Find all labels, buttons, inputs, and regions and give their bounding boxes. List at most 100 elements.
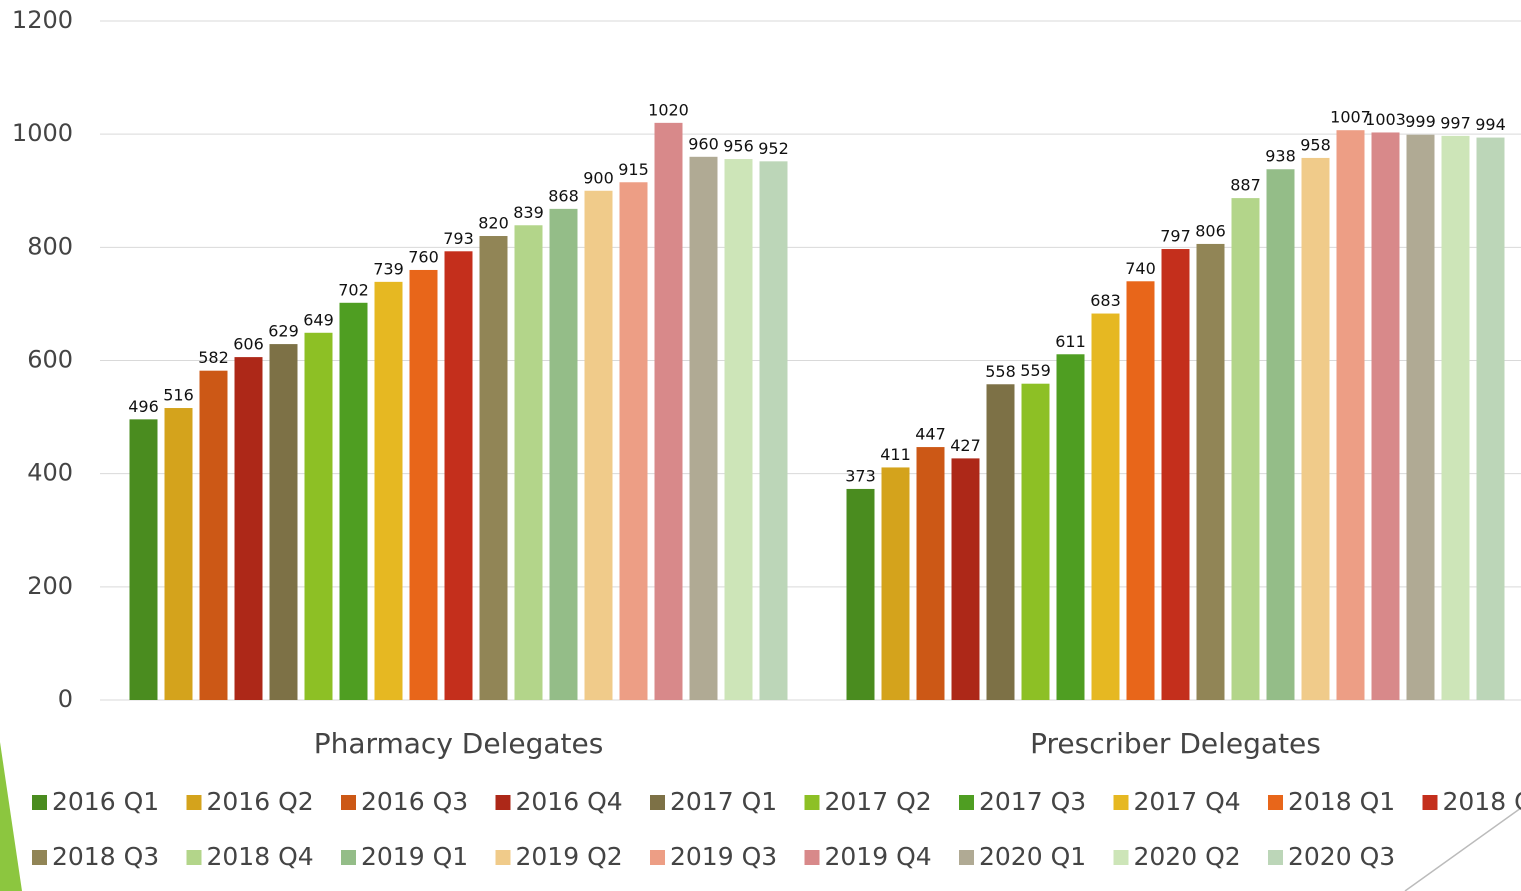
value-label: 1007	[1330, 108, 1371, 127]
value-label: 516	[163, 386, 194, 405]
value-label: 447	[915, 425, 946, 444]
legend-label: 2017 Q1	[670, 787, 777, 816]
value-label: 915	[618, 160, 649, 179]
value-label: 559	[1020, 361, 1051, 380]
legend-swatch	[804, 795, 820, 810]
y-tick-label: 200	[27, 572, 73, 600]
bar	[199, 370, 228, 700]
legend-label: 2018 Q2	[1443, 787, 1521, 816]
value-label: 806	[1195, 221, 1226, 240]
legend-label: 2018 Q3	[52, 842, 159, 871]
bar	[374, 281, 403, 700]
legend-label: 2018 Q4	[207, 842, 314, 871]
value-label: 411	[880, 445, 911, 464]
x-tick-label: Prescriber Delegates	[1030, 727, 1321, 760]
value-label: 683	[1090, 291, 1121, 310]
bar	[1266, 169, 1295, 700]
value-label: 952	[758, 139, 789, 158]
legend-swatch	[959, 850, 974, 865]
value-label: 797	[1160, 227, 1191, 246]
legend-swatch	[341, 795, 356, 810]
value-label: 938	[1265, 147, 1296, 166]
bar	[234, 357, 263, 700]
value-label: 958	[1300, 135, 1331, 154]
bar	[304, 332, 333, 700]
legend-label: 2020 Q1	[979, 842, 1086, 871]
x-tick-label: Pharmacy Delegates	[314, 727, 604, 760]
bar	[1091, 313, 1120, 700]
bar	[846, 488, 875, 700]
bar	[724, 159, 753, 700]
value-label: 611	[1055, 332, 1086, 351]
value-label: 760	[408, 247, 439, 266]
legend-swatch	[959, 795, 974, 810]
legend-swatch	[1113, 850, 1129, 865]
decoration	[0, 742, 22, 891]
value-label: 820	[478, 214, 509, 233]
legend-swatch	[1422, 795, 1438, 810]
value-label: 582	[198, 348, 229, 367]
legend-label: 2017 Q2	[825, 787, 932, 816]
legend-label: 2019 Q4	[825, 842, 932, 871]
value-label: 1020	[648, 100, 689, 119]
bar	[129, 419, 158, 700]
bar	[1406, 134, 1435, 701]
bar	[986, 384, 1015, 700]
bar	[1056, 354, 1085, 700]
value-label: 999	[1405, 112, 1436, 131]
legend-swatch	[341, 850, 356, 865]
y-tick-label: 800	[27, 232, 73, 260]
legend-label: 2019 Q3	[670, 842, 777, 871]
bar	[916, 447, 945, 700]
bar	[951, 458, 980, 700]
y-tick-label: 600	[27, 346, 73, 374]
legend-swatch	[804, 850, 820, 865]
legend-swatch	[186, 850, 202, 865]
legend-swatch	[495, 795, 511, 810]
bar	[479, 236, 508, 700]
legend-swatch	[495, 850, 511, 865]
value-label: 496	[128, 397, 159, 416]
bar	[409, 269, 438, 700]
bar	[654, 122, 683, 701]
value-label: 900	[583, 168, 614, 187]
y-tick-label: 1000	[12, 119, 73, 147]
value-label: 793	[443, 229, 474, 248]
bar	[269, 344, 298, 700]
legend-swatch	[32, 850, 47, 865]
value-label: 839	[513, 203, 544, 222]
bar	[339, 302, 368, 700]
legend-label: 2019 Q1	[361, 842, 468, 871]
bar	[1336, 130, 1365, 701]
value-label: 956	[723, 137, 754, 156]
legend-swatch	[1268, 850, 1283, 865]
legend-swatch	[32, 795, 47, 810]
value-label: 1003	[1365, 110, 1406, 129]
value-label: 702	[338, 280, 369, 299]
value-label: 427	[950, 436, 981, 455]
legend-label: 2017 Q3	[979, 787, 1086, 816]
value-label: 997	[1440, 113, 1471, 132]
bar	[1021, 383, 1050, 700]
value-label: 994	[1475, 115, 1506, 134]
bar	[1126, 281, 1155, 700]
legend-label: 2020 Q2	[1134, 842, 1241, 871]
legend-label: 2016 Q2	[207, 787, 314, 816]
legend-label: 2016 Q4	[516, 787, 623, 816]
legend-swatch	[1268, 795, 1283, 810]
legend-label: 2019 Q2	[516, 842, 623, 871]
legend-label: 2020 Q3	[1288, 842, 1395, 871]
bar	[164, 408, 193, 700]
bar	[1301, 157, 1330, 701]
bar	[444, 251, 473, 700]
y-tick-label: 1200	[12, 6, 73, 34]
legend-swatch	[1113, 795, 1129, 810]
value-label: 868	[548, 186, 579, 205]
legend-swatch	[650, 850, 665, 865]
value-label: 960	[688, 134, 719, 153]
y-tick-label: 400	[27, 459, 73, 487]
legend-label: 2018 Q1	[1288, 787, 1395, 816]
legend-label: 2016 Q3	[361, 787, 468, 816]
legend-label: 2016 Q1	[52, 787, 159, 816]
